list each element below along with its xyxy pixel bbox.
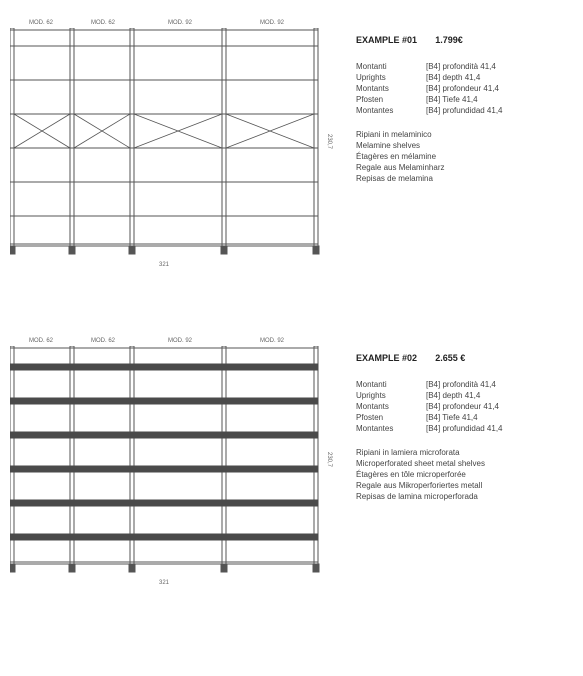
mod-label: MOD. 62 — [10, 20, 72, 26]
spec-val: [B4] profundidad 41,4 — [426, 423, 573, 434]
shelf-diagram-2 — [10, 346, 322, 574]
spec-table-1: Montanti[B4] profondità 41,4 Uprights[B4… — [356, 61, 573, 117]
width-label-2: 321 — [10, 580, 318, 586]
desc-line: Melamine shelves — [356, 140, 573, 151]
example-01: MOD. 62 MOD. 62 MOD. 92 MOD. 92 — [10, 20, 573, 268]
spec-val: [B4] depth 41,4 — [426, 72, 573, 83]
desc-line: Ripiani in melaminico — [356, 129, 573, 140]
mod-label: MOD. 62 — [10, 338, 72, 344]
info-column-2: EXAMPLE #02 2.655 € Montanti[B4] profond… — [356, 338, 573, 586]
height-label-1: 230,7 — [326, 134, 332, 149]
spec-val: [B4] depth 41,4 — [426, 390, 573, 401]
desc-line: Regale aus Mikroperforiertes metall — [356, 480, 573, 491]
desc-line: Étagères en tôle microperforée — [356, 469, 573, 480]
example-title: EXAMPLE #02 — [356, 353, 417, 363]
desc-line: Repisas de melamina — [356, 173, 573, 184]
title-row-1: EXAMPLE #01 1.799€ — [356, 34, 573, 47]
example-title: EXAMPLE #01 — [356, 35, 417, 45]
mod-label: MOD. 62 — [72, 20, 134, 26]
width-label-1: 321 — [10, 262, 318, 268]
spec-key: Montantes — [356, 105, 426, 116]
spec-val: [B4] Tiefe 41,4 — [426, 94, 573, 105]
diagram-column-2: MOD. 62 MOD. 62 MOD. 92 MOD. 92 — [10, 338, 340, 586]
spec-val: [B4] profondità 41,4 — [426, 61, 573, 72]
spec-table-2: Montanti[B4] profondità 41,4 Uprights[B4… — [356, 379, 573, 435]
spec-key: Uprights — [356, 390, 426, 401]
spec-val: [B4] Tiefe 41,4 — [426, 412, 573, 423]
spec-key: Montantes — [356, 423, 426, 434]
spec-key: Pfosten — [356, 94, 426, 105]
spec-val: [B4] profundidad 41,4 — [426, 105, 573, 116]
height-label-2: 230,7 — [326, 452, 332, 467]
info-column-1: EXAMPLE #01 1.799€ Montanti[B4] profondi… — [356, 20, 573, 268]
diagram-column-1: MOD. 62 MOD. 62 MOD. 92 MOD. 92 — [10, 20, 340, 268]
spec-key: Montants — [356, 401, 426, 412]
title-row-2: EXAMPLE #02 2.655 € — [356, 352, 573, 365]
spec-key: Uprights — [356, 72, 426, 83]
example-02: MOD. 62 MOD. 62 MOD. 92 MOD. 92 — [10, 338, 573, 586]
description-block-1: Ripiani in melaminico Melamine shelves É… — [356, 129, 573, 185]
desc-line: Étagères en mélamine — [356, 151, 573, 162]
spec-key: Montanti — [356, 379, 426, 390]
spec-key: Pfosten — [356, 412, 426, 423]
example-price: 1.799€ — [435, 35, 463, 45]
mod-label: MOD. 92 — [226, 338, 318, 344]
mod-label: MOD. 92 — [134, 338, 226, 344]
shelf-diagram-1 — [10, 28, 322, 256]
spec-key: Montanti — [356, 61, 426, 72]
description-block-2: Ripiani in lamiera microforata Microperf… — [356, 447, 573, 503]
desc-line: Regale aus Melaminharz — [356, 162, 573, 173]
spec-val: [B4] profondità 41,4 — [426, 379, 573, 390]
spec-val: [B4] profondeur 41,4 — [426, 401, 573, 412]
desc-line: Microperforated sheet metal shelves — [356, 458, 573, 469]
desc-line: Repisas de lamina microperforada — [356, 491, 573, 502]
module-labels-1: MOD. 62 MOD. 62 MOD. 92 MOD. 92 — [10, 20, 340, 26]
desc-line: Ripiani in lamiera microforata — [356, 447, 573, 458]
mod-label: MOD. 92 — [226, 20, 318, 26]
module-labels-2: MOD. 62 MOD. 62 MOD. 92 MOD. 92 — [10, 338, 340, 344]
spec-val: [B4] profondeur 41,4 — [426, 83, 573, 94]
mod-label: MOD. 92 — [134, 20, 226, 26]
spec-key: Montants — [356, 83, 426, 94]
mod-label: MOD. 62 — [72, 338, 134, 344]
example-price: 2.655 € — [435, 353, 465, 363]
